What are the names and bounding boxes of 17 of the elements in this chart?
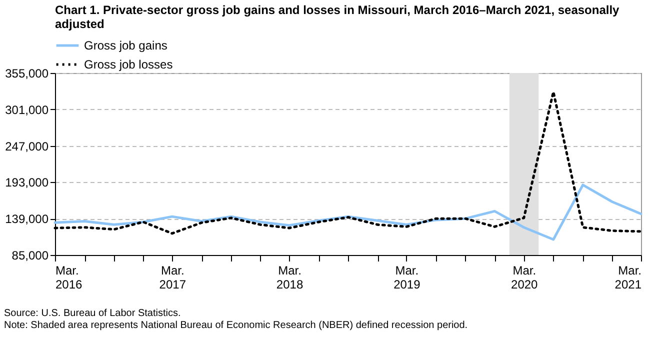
y-tick-label: 85,000 (12, 248, 49, 262)
x-tick-label: Mar. 2016 (56, 264, 83, 292)
y-tick-label: 139,000 (5, 212, 49, 226)
x-tick-label: Mar. 2021 (614, 264, 642, 292)
x-tick-label: Mar. 2018 (276, 264, 304, 292)
x-tick-label: Mar. 2020 (511, 264, 538, 292)
legend-label: Gross job losses (84, 58, 173, 72)
y-tick-label: 247,000 (5, 139, 49, 154)
y-tick-label: 355,000 (5, 66, 49, 80)
source-note: Source: U.S. Bureau of Labor Statistics. (3, 308, 182, 320)
x-tick-label: Mar. 2019 (394, 264, 421, 292)
chart-title: Chart 1. Private-sector gross job gains and losses in Missouri, March 2016–March 2021, seasonally adjusted (55, 3, 620, 31)
y-tick-label: 301,000 (5, 102, 49, 117)
text: Note: Shaded area represents National Bureau of Economic Research (NBER) defined recession period. (3, 320, 469, 332)
x-tick-label: Mar. 2017 (159, 264, 186, 292)
legend-label: Gross job gains (84, 38, 168, 52)
y-tick-label: 193,000 (5, 176, 49, 190)
